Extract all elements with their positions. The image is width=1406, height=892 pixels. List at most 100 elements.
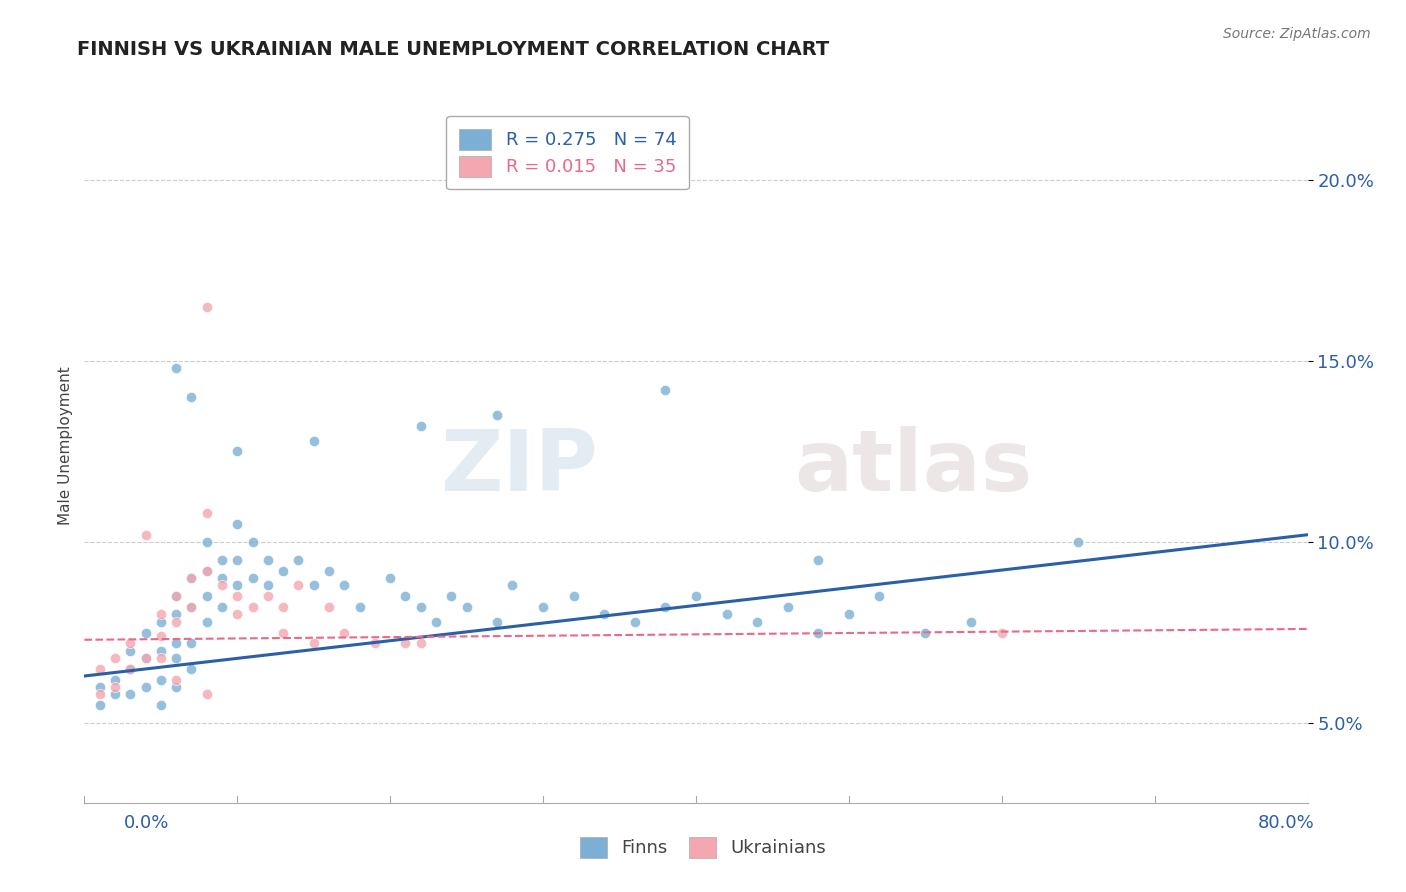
Point <box>195 535 218 549</box>
Point <box>271 564 294 578</box>
Point <box>89 680 111 694</box>
Point <box>287 578 309 592</box>
Point <box>165 680 187 694</box>
Point <box>180 662 202 676</box>
Point <box>807 625 830 640</box>
Point <box>165 590 187 604</box>
Point <box>302 636 325 650</box>
Point <box>180 571 202 585</box>
Point <box>211 571 233 585</box>
Point <box>257 578 280 592</box>
Point <box>120 687 142 701</box>
Point <box>149 643 172 657</box>
Point <box>135 625 157 640</box>
Point <box>242 600 264 615</box>
Point <box>318 600 340 615</box>
Point <box>654 383 676 397</box>
Point <box>149 698 172 712</box>
Point <box>287 553 309 567</box>
Point <box>1067 535 1090 549</box>
Point <box>180 571 202 585</box>
Point <box>89 687 111 701</box>
Point <box>135 651 157 665</box>
Point <box>226 590 249 604</box>
Point <box>716 607 738 622</box>
Point <box>195 615 218 629</box>
Point <box>226 553 249 567</box>
Point <box>654 600 676 615</box>
Point <box>624 615 647 629</box>
Point <box>89 662 111 676</box>
Point <box>135 527 157 541</box>
Y-axis label: Male Unemployment: Male Unemployment <box>58 367 73 525</box>
Point <box>226 444 249 458</box>
Point <box>135 651 157 665</box>
Point <box>914 625 936 640</box>
Point <box>302 578 325 592</box>
Point <box>242 571 264 585</box>
Point <box>120 643 142 657</box>
Point <box>211 553 233 567</box>
Point <box>165 607 187 622</box>
Point <box>165 615 187 629</box>
Point <box>869 590 891 604</box>
Text: 80.0%: 80.0% <box>1258 814 1315 831</box>
Text: atlas: atlas <box>794 425 1032 509</box>
Point <box>302 434 325 448</box>
Text: FINNISH VS UKRAINIAN MALE UNEMPLOYMENT CORRELATION CHART: FINNISH VS UKRAINIAN MALE UNEMPLOYMENT C… <box>77 40 830 59</box>
Point <box>165 651 187 665</box>
Point <box>226 516 249 531</box>
Point <box>502 578 524 592</box>
Text: 0.0%: 0.0% <box>124 814 169 831</box>
Point <box>394 636 416 650</box>
Point <box>104 687 127 701</box>
Point <box>807 553 830 567</box>
Point <box>165 361 187 376</box>
Point <box>195 687 218 701</box>
Point <box>440 590 463 604</box>
Point <box>149 607 172 622</box>
Point <box>149 629 172 643</box>
Legend: R = 0.275   N = 74, R = 0.015   N = 35: R = 0.275 N = 74, R = 0.015 N = 35 <box>446 116 689 189</box>
Point <box>149 615 172 629</box>
Point <box>180 390 202 404</box>
Point <box>257 590 280 604</box>
Point <box>149 651 172 665</box>
Point <box>486 408 509 422</box>
Point <box>486 615 509 629</box>
Point <box>165 590 187 604</box>
Point <box>211 600 233 615</box>
Point <box>776 600 799 615</box>
Point <box>195 564 218 578</box>
Point <box>242 535 264 549</box>
Point <box>333 625 356 640</box>
Legend: Finns, Ukrainians: Finns, Ukrainians <box>572 830 834 865</box>
Point <box>364 636 387 650</box>
Point <box>89 698 111 712</box>
Point <box>135 680 157 694</box>
Point <box>180 636 202 650</box>
Text: Source: ZipAtlas.com: Source: ZipAtlas.com <box>1223 27 1371 41</box>
Point <box>104 680 127 694</box>
Point <box>531 600 554 615</box>
Point <box>271 625 294 640</box>
Point <box>409 419 432 434</box>
Point <box>195 506 218 520</box>
Point <box>456 600 478 615</box>
Point <box>562 590 585 604</box>
Point <box>120 636 142 650</box>
Point <box>195 564 218 578</box>
Point <box>318 564 340 578</box>
Point <box>380 571 402 585</box>
Point <box>195 590 218 604</box>
Point <box>149 673 172 687</box>
Point <box>747 615 769 629</box>
Point <box>226 607 249 622</box>
Point <box>165 636 187 650</box>
Point <box>226 578 249 592</box>
Point <box>960 615 983 629</box>
Point <box>394 590 416 604</box>
Text: ZIP: ZIP <box>440 425 598 509</box>
Point <box>838 607 860 622</box>
Point <box>425 615 447 629</box>
